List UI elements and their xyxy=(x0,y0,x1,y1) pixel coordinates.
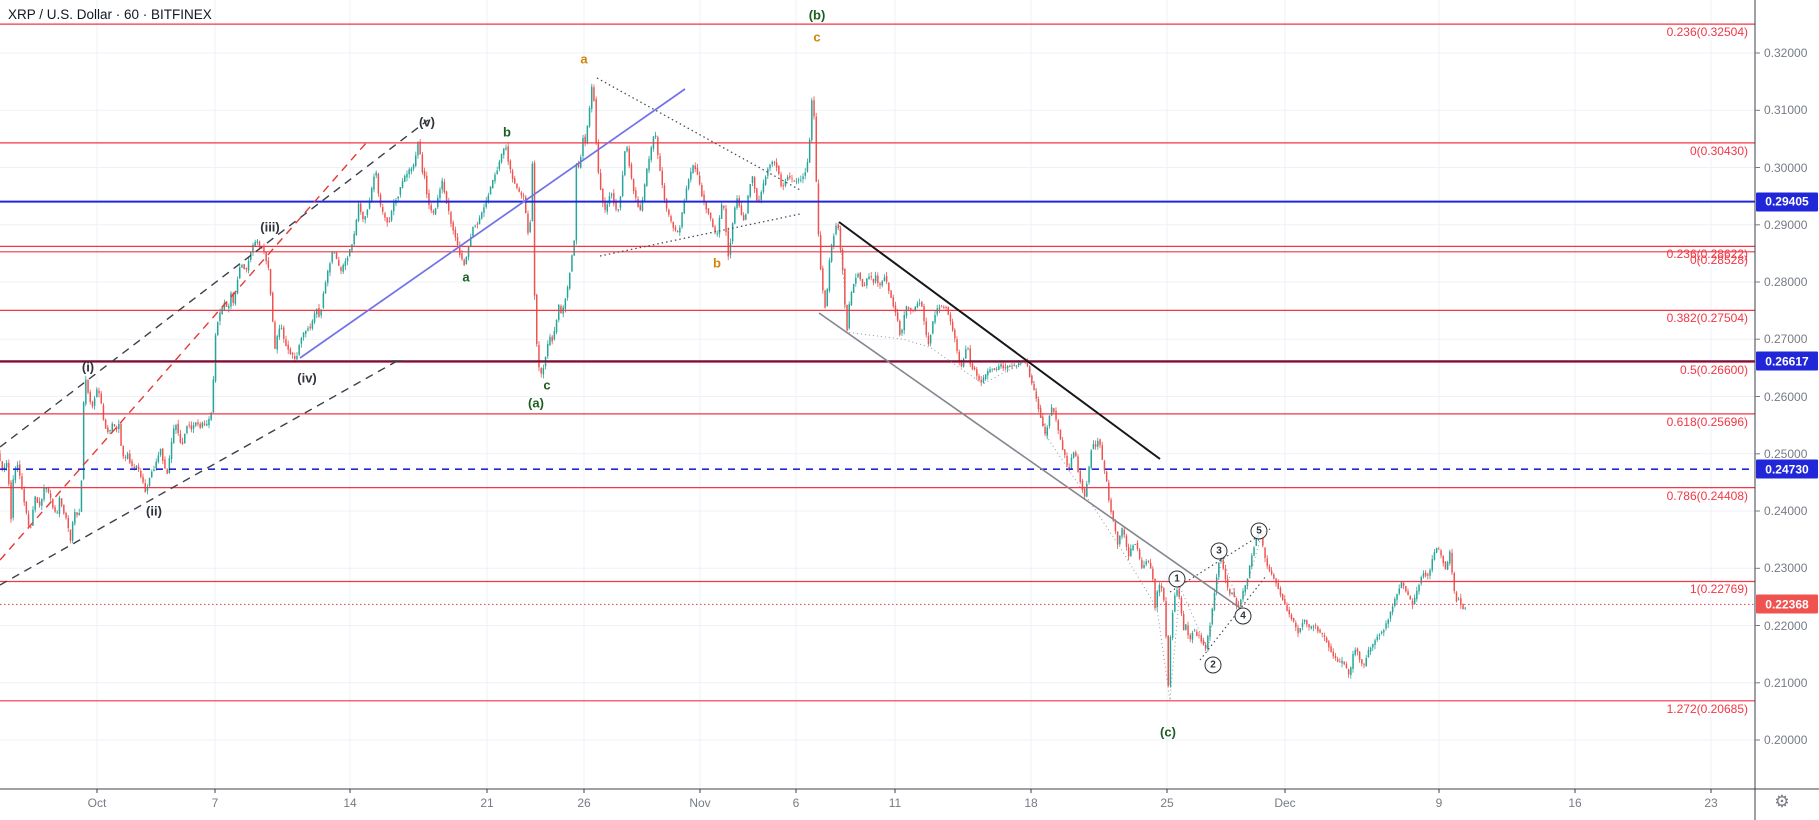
horizontal-levels xyxy=(0,23,1755,702)
price-scale-bg xyxy=(1756,0,1819,820)
candlestick-series xyxy=(0,83,1466,688)
trendlines xyxy=(0,77,1271,661)
gear-icon[interactable]: ⚙ xyxy=(1774,792,1790,811)
gridlines xyxy=(0,0,1755,789)
wave-connector-path xyxy=(838,221,1263,701)
time-scale-bg xyxy=(0,790,1819,820)
